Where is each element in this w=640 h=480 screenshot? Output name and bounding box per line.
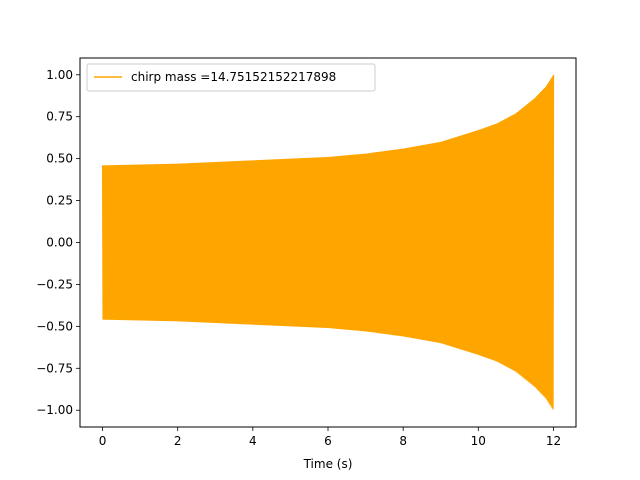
y-tick-label: −0.25 bbox=[36, 277, 73, 291]
x-axis-label: Time (s) bbox=[303, 457, 353, 471]
plot-area bbox=[101, 74, 555, 410]
y-tick-label: 0.50 bbox=[46, 152, 73, 166]
y-tick-label: 0.25 bbox=[46, 194, 73, 208]
x-tick-label: 6 bbox=[324, 434, 332, 448]
axis-ticks: 0 2 4 6 8 10 12 −1.00 −0.75 −0.50 −0.25 0.00 0.25 0.5… bbox=[36, 68, 561, 448]
y-tick-label: −0.50 bbox=[36, 319, 73, 333]
x-tick-label: 12 bbox=[546, 434, 561, 448]
x-tick-label: 10 bbox=[471, 434, 486, 448]
legend-entry-label: chirp mass =14.75152152217898 bbox=[131, 70, 336, 84]
y-tick-label: 1.00 bbox=[46, 68, 73, 82]
x-tick-label: 8 bbox=[399, 434, 407, 448]
x-tick-label: 0 bbox=[99, 434, 107, 448]
x-tick-label: 2 bbox=[174, 434, 182, 448]
y-tick-label: −0.75 bbox=[36, 361, 73, 375]
y-tick-label: 0.00 bbox=[46, 236, 73, 250]
legend: chirp mass =14.75152152217898 bbox=[86, 63, 376, 92]
x-tick-label: 4 bbox=[249, 434, 257, 448]
series-line bbox=[101, 74, 555, 410]
legend-box bbox=[86, 63, 376, 92]
y-tick-label: 0.75 bbox=[46, 110, 73, 124]
y-tick-label: −1.00 bbox=[36, 403, 73, 417]
